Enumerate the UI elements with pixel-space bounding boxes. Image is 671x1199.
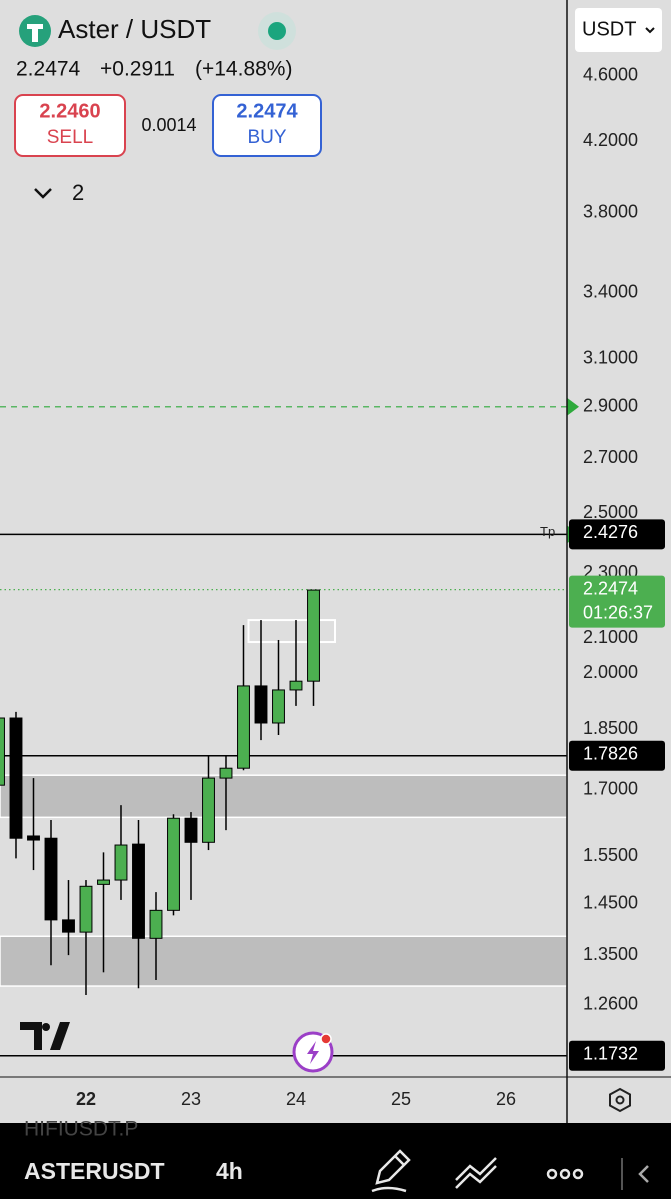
candle-body [149,909,163,939]
price-label: 1.1732 [583,1044,638,1064]
buy-price: 2.2474 [236,100,298,122]
sell-button[interactable] [14,94,126,157]
footer-symbol[interactable]: ASTERUSDT [24,1158,165,1184]
bottom-bar [0,1123,671,1199]
candle-body [237,685,250,769]
y-tick-label: 4.2000 [583,130,638,150]
price-label: 2.4276 [583,522,638,542]
candle-body [9,717,23,839]
candle-body [132,843,145,939]
countdown: 01:26:37 [583,602,653,622]
price-label: 2.2474 [583,578,638,598]
sell-label: SELL [47,127,93,148]
ghost-symbol: HIFIUSDT.P [24,1118,138,1141]
buy-button[interactable] [212,94,322,157]
candle-body [79,885,93,933]
x-tick-label: 25 [391,1089,411,1109]
y-tick-label: 3.1000 [583,348,638,368]
settings-icon-center [615,1095,625,1105]
indicators-count: 2 [72,180,84,205]
y-tick-label: 2.9000 [583,396,638,416]
price-label-box [569,575,665,628]
candle-body [97,879,110,885]
candle-body [62,919,75,933]
status-dot [268,22,286,40]
plot-area: Tp [0,406,567,1057]
y-tick-label: 1.2600 [583,993,638,1013]
tv-logo [20,1022,70,1050]
y-tick-label: 1.3500 [583,944,638,964]
candle-body [44,837,58,921]
currency-dropdown[interactable] [575,8,662,52]
draw-tool[interactable] [371,1149,411,1193]
alert-badge [320,1033,332,1045]
y-tick-label: 2.5000 [583,502,638,522]
y-tick-label: 2.1000 [583,627,638,647]
price-change: +0.2911 [100,58,175,81]
collapse-arrow[interactable] [638,1165,649,1183]
x-tick-label: 23 [181,1089,201,1109]
y-tick-label: 1.8500 [583,718,638,738]
candle-body [219,767,233,779]
buy-label: BUY [247,127,286,148]
level-tag: Tp [540,524,555,539]
price-label-box [569,519,665,550]
trend-tool[interactable] [455,1157,497,1189]
y-tick-label: 2.7000 [583,447,638,467]
symbol-title[interactable]: Aster / USDT [58,14,211,44]
candle-body [184,817,198,843]
tv-logo-dot [42,1023,50,1031]
range-box [247,619,336,644]
y-tick-label: 4.6000 [583,65,638,85]
time-axis: 22 23 24 25 26 [76,1089,516,1109]
y-tick-label: 1.7000 [583,779,638,799]
y-tick-label: 3.8000 [583,202,638,222]
sell-price: 2.2460 [39,100,100,122]
zone [0,774,567,819]
level-marker [567,397,579,416]
y-tick-label: 1.5500 [583,845,638,865]
coin-icon-glyph [27,24,43,42]
alert-icon [307,1041,319,1064]
x-tick-label: 24 [286,1089,306,1109]
candle-body [289,680,303,691]
last-price: 2.2474 [16,58,81,81]
candle-body [202,777,215,843]
candle-body [0,717,5,786]
y-tick-label: 3.4000 [583,281,638,301]
candle-body [254,685,268,724]
y-tick-label: 2.0000 [583,662,638,682]
price-axis: 4.6000 4.2000 3.8000 3.4000 3.1000 2.9000 2.70… [567,65,665,1071]
price-label: 1.7826 [583,744,638,764]
footer-interval[interactable]: 4h [216,1158,243,1184]
y-tick-label: 1.4500 [583,893,638,913]
price-label-box [569,740,665,771]
dropdown-chevron [645,27,655,34]
candle-body [167,817,180,911]
candle-body [27,835,40,841]
indicators-toggle[interactable] [34,188,52,199]
currency-label: USDT [582,18,636,40]
spread: 0.0014 [141,115,196,135]
price-label-box [569,1040,665,1071]
settings-button[interactable] [609,1087,631,1113]
x-tick-label: 26 [496,1089,516,1109]
more-menu[interactable] [546,1168,584,1180]
x-tick-label: 22 [76,1089,96,1109]
zone [0,935,567,987]
price-change-pct: (+14.88%) [195,58,292,81]
candle-body [307,589,320,682]
candle-body [114,844,128,881]
candle-body [272,689,285,724]
